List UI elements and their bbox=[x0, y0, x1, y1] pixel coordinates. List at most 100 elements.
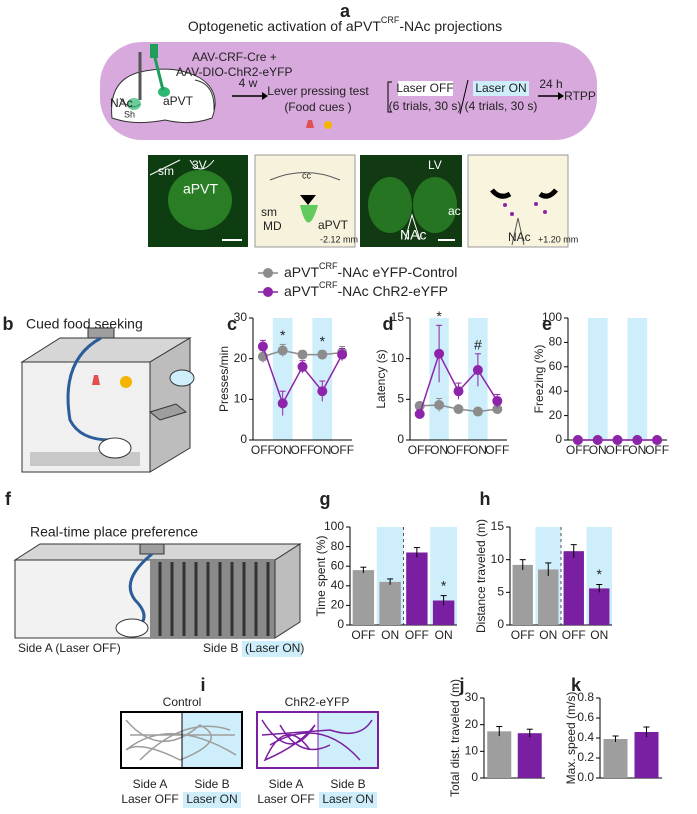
point bbox=[414, 408, 425, 419]
y-tick-label: 10 bbox=[465, 744, 479, 758]
y-tick-label: 20 bbox=[331, 598, 345, 612]
x-tick-label: OFF bbox=[566, 443, 590, 457]
side-a: Side A (Laser OFF) bbox=[18, 641, 121, 655]
x-tick-label: OFF bbox=[645, 443, 669, 457]
annotation: * bbox=[441, 577, 447, 593]
side-label: Laser OFF bbox=[257, 792, 314, 806]
x-tick-label: ON bbox=[469, 443, 487, 457]
bar bbox=[517, 733, 542, 778]
operant-box bbox=[20, 327, 195, 473]
bar bbox=[379, 581, 401, 625]
y-tick-label: 60 bbox=[331, 558, 345, 572]
side-label: Side A bbox=[133, 777, 168, 791]
bar bbox=[538, 569, 559, 625]
annotation: * bbox=[280, 327, 286, 343]
point bbox=[434, 400, 445, 411]
side-label: Laser OFF bbox=[121, 792, 178, 806]
side-label: Laser ON bbox=[322, 792, 373, 806]
x-tick-label: ON bbox=[430, 443, 448, 457]
y-tick-label: 0.4 bbox=[577, 730, 594, 744]
brain-label: aPVT bbox=[163, 94, 194, 108]
y-tick-label: 5 bbox=[397, 392, 404, 406]
arrow-head bbox=[262, 92, 268, 100]
laser-on-band bbox=[312, 318, 333, 440]
y-tick-label: 0.2 bbox=[577, 750, 594, 764]
x-tick-label: ON bbox=[381, 628, 399, 642]
cue-bulb bbox=[324, 121, 332, 129]
y-tick-label: 40 bbox=[331, 578, 345, 592]
laser-on-box bbox=[183, 792, 241, 808]
trace-boxes bbox=[120, 711, 379, 769]
test-name: Lever pressing test bbox=[267, 84, 369, 98]
laser-on-band bbox=[587, 318, 608, 440]
laser-on-note: (4 trials, 30 s) bbox=[465, 99, 538, 113]
y-tick-label: 60 bbox=[549, 359, 563, 373]
x-tick-label: OFF bbox=[330, 443, 354, 457]
x-tick-label: ON bbox=[628, 443, 646, 457]
panel-letter: d bbox=[383, 314, 394, 334]
rtpp: RTPP bbox=[564, 89, 596, 103]
legend-label: aPVTCRF-NAc eYFP-Control bbox=[284, 261, 457, 279]
laser-on-band bbox=[272, 318, 293, 440]
bar bbox=[589, 588, 610, 625]
annotation: * bbox=[320, 333, 326, 349]
image-label: 3V bbox=[192, 158, 207, 172]
arrow-label: 4 w bbox=[239, 76, 258, 90]
point bbox=[317, 386, 328, 397]
panel-letter: k bbox=[571, 675, 582, 695]
legend-text: CRF bbox=[319, 261, 338, 271]
image-label: NAc bbox=[508, 230, 531, 244]
y-tick-label: 10 bbox=[391, 351, 405, 365]
point bbox=[492, 404, 503, 415]
arrow-head bbox=[558, 92, 564, 100]
point bbox=[337, 349, 348, 360]
y-tick-label: 30 bbox=[465, 690, 479, 704]
y-tick-label: 10 bbox=[234, 392, 248, 406]
legend-marker bbox=[263, 287, 273, 297]
point bbox=[453, 386, 464, 397]
bar bbox=[487, 731, 512, 778]
x-tick-label: OFF bbox=[485, 443, 509, 457]
annotation: * bbox=[436, 308, 442, 324]
panel-letter: c bbox=[227, 314, 237, 334]
legend-text: -NAc eYFP-Control bbox=[338, 264, 458, 280]
laser-on-box bbox=[473, 81, 529, 96]
panel-letter: h bbox=[480, 489, 491, 509]
bar bbox=[603, 739, 628, 778]
panel-letter: f bbox=[5, 489, 12, 509]
panel-letter: g bbox=[320, 489, 331, 509]
trace-title: Control bbox=[163, 695, 202, 709]
y-tick-label: 0 bbox=[397, 432, 404, 446]
bracket bbox=[387, 81, 392, 113]
side-b: Side B bbox=[203, 641, 238, 655]
point bbox=[632, 435, 643, 445]
laser-on-box bbox=[242, 641, 302, 657]
annotation: # bbox=[474, 336, 482, 352]
point bbox=[612, 435, 623, 445]
y-tick-label: 40 bbox=[549, 383, 563, 397]
point bbox=[472, 365, 483, 376]
laser-on: Laser ON bbox=[475, 81, 526, 95]
y-tick-label: 20 bbox=[549, 408, 563, 422]
slash bbox=[459, 79, 469, 115]
y-tick-label: 0.6 bbox=[577, 710, 594, 724]
x-tick-label: OFF bbox=[351, 628, 375, 642]
image-label: sm bbox=[158, 164, 174, 178]
injection: AAV-DIO-ChR2-eYFP bbox=[176, 65, 292, 79]
point bbox=[492, 395, 503, 406]
image-label: sm bbox=[261, 205, 277, 219]
y-tick-label: 20 bbox=[234, 351, 248, 365]
y-tick-label: 100 bbox=[324, 519, 344, 533]
arrow-label: 24 h bbox=[539, 77, 562, 91]
side-label: Side B bbox=[330, 777, 365, 791]
panel-letter: b bbox=[3, 314, 14, 334]
x-tick-label: ON bbox=[274, 443, 292, 457]
legend-label: aPVTCRF-NAc ChR2-eYFP bbox=[284, 280, 448, 298]
y-axis-label: Latency (s) bbox=[374, 349, 388, 408]
workflow-box bbox=[100, 42, 597, 140]
image-label: MD bbox=[263, 219, 282, 233]
y-tick-label: 80 bbox=[549, 335, 563, 349]
image-label: -2.12 mm bbox=[320, 234, 358, 244]
a-title: Optogenetic activation of aPVTCRF-NAc pr… bbox=[188, 15, 502, 33]
